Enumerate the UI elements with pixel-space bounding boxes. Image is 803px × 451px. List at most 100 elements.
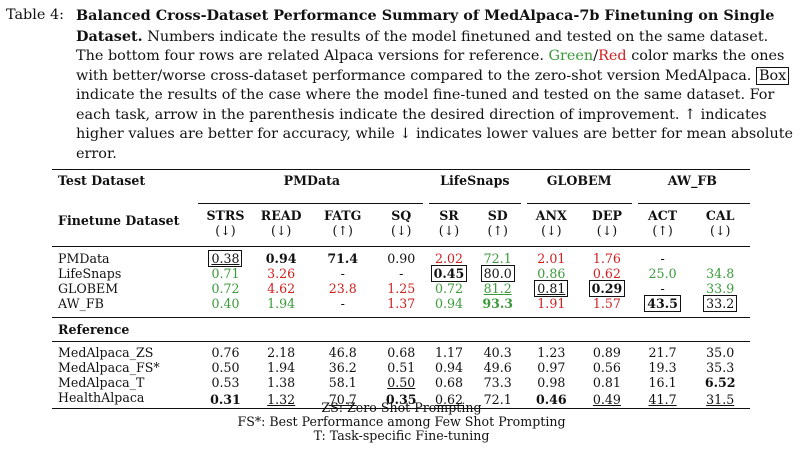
arrow-cal: (↓) xyxy=(710,223,731,238)
table-row-lifesnaps: LifeSnaps 0.71 3.26 - - 0.45 80.0 0.86 0… xyxy=(52,265,750,282)
cell: 1.94 xyxy=(267,360,296,375)
cell: 33.2 xyxy=(690,295,750,312)
table-row-pmdata: PMData 0.38 0.94 71.4 0.90 2.02 72.1 2.0… xyxy=(52,250,750,267)
cell: 0.94 xyxy=(434,296,463,311)
cell xyxy=(690,251,750,266)
cell: 0.40 xyxy=(211,296,240,311)
cell: 40.3 xyxy=(483,345,512,360)
cell: 46.8 xyxy=(328,345,357,360)
note-fs: FS*: Best Performance among Few Shot Pro… xyxy=(237,414,566,429)
cell: 0.31 xyxy=(197,390,254,409)
row-name: MedAlpaca_FS* xyxy=(58,360,160,375)
cell: - xyxy=(660,251,665,266)
cell: 33.9 xyxy=(706,281,735,296)
results-table: Test Dataset PMData LifeSnaps GLOBEM AW_… xyxy=(52,169,750,409)
cell: 0.94 xyxy=(434,360,463,375)
cell: 0.50 xyxy=(387,375,416,390)
cell: 0.45 xyxy=(426,265,472,282)
cell: 43.5 xyxy=(635,295,691,312)
cell: 1.23 xyxy=(537,345,566,360)
col-sr: SR xyxy=(439,208,459,223)
cell: 2.02 xyxy=(434,251,463,266)
arrow-row: (↓) (↓) (↑) (↓) (↓) (↑) (↓) (↓) (↑) (↓) xyxy=(52,223,750,238)
cell: 34.8 xyxy=(706,266,735,281)
arrow-sd: (↑) xyxy=(487,223,508,238)
cell: 0.97 xyxy=(537,360,566,375)
row-name: AW_FB xyxy=(58,296,104,311)
cell: 2.01 xyxy=(537,251,566,266)
group-lifesnaps: LifeSnaps xyxy=(426,169,524,188)
cell: 0.68 xyxy=(434,375,463,390)
group-header-row: Test Dataset PMData LifeSnaps GLOBEM AW_… xyxy=(52,169,750,188)
reference-header-row: Reference xyxy=(52,322,750,337)
column-header-row: Finetune Dataset STRS READ FATG SQ SR SD… xyxy=(52,204,750,228)
cell: 19.3 xyxy=(648,360,677,375)
cell: 1.91 xyxy=(537,296,566,311)
cell: 6.52 xyxy=(704,375,736,390)
cell: 0.72 xyxy=(211,281,240,296)
cell: 1.17 xyxy=(434,345,463,360)
cell: 0.62 xyxy=(426,390,472,409)
finetune-dataset-label: Finetune Dataset xyxy=(58,213,180,229)
arrow-act: (↑) xyxy=(652,223,673,238)
cell: 4.62 xyxy=(267,281,296,296)
red-word: Red xyxy=(598,48,627,64)
test-dataset-label: Test Dataset xyxy=(52,169,198,188)
table-row-medalpaca-zs: MedAlpaca_ZS 0.76 2.18 46.8 0.68 1.17 40… xyxy=(52,345,750,360)
cell: 0.35 xyxy=(376,390,427,409)
row-name: PMData xyxy=(58,251,110,266)
cell: 0.53 xyxy=(211,375,240,390)
cell: 35.3 xyxy=(706,360,735,375)
note-t: T: Task-specific Fine-tuning xyxy=(313,428,490,443)
cell: 16.1 xyxy=(648,375,677,390)
cell: 36.2 xyxy=(328,360,357,375)
col-fatg: FATG xyxy=(324,208,362,223)
arrow-dep: (↓) xyxy=(596,223,618,238)
col-anx: ANX xyxy=(535,208,567,223)
cell: 21.7 xyxy=(648,345,677,360)
col-cal: CAL xyxy=(705,208,735,223)
arrow-anx: (↓) xyxy=(541,223,562,238)
cell: 0.94 xyxy=(265,251,297,266)
cell: - xyxy=(340,296,345,311)
cell: 81.2 xyxy=(483,281,512,296)
cell: 0.68 xyxy=(387,345,416,360)
col-strs: STRS xyxy=(206,208,245,223)
table-row-healthalpaca: HealthAlpaca 0.31 1.32 70.7 0.35 0.62 72… xyxy=(52,390,750,409)
cell: 72.1 xyxy=(471,390,524,409)
group-pmdata: PMData xyxy=(197,169,427,188)
cell: 1.38 xyxy=(267,375,296,390)
col-sd: SD xyxy=(487,208,508,223)
cell: 2.18 xyxy=(267,345,296,360)
group-globem: GLOBEM xyxy=(523,169,635,188)
cell: 31.5 xyxy=(690,390,750,409)
cell: 3.26 xyxy=(267,266,296,281)
cell: 0.76 xyxy=(211,345,240,360)
cell: 58.1 xyxy=(328,375,357,390)
cell: 0.38 xyxy=(198,250,254,267)
row-name: HealthAlpaca xyxy=(52,390,198,409)
table-row-globem: GLOBEM 0.72 4.62 23.8 1.25 0.72 81.2 0.8… xyxy=(52,280,750,297)
row-name: MedAlpaca_ZS xyxy=(58,345,154,360)
row-name: GLOBEM xyxy=(58,281,119,296)
cell: 0.71 xyxy=(211,266,240,281)
cell: 71.4 xyxy=(327,251,359,266)
cell: 1.94 xyxy=(267,296,296,311)
cell: 0.29 xyxy=(579,280,635,297)
cell: 41.7 xyxy=(634,390,691,409)
cell: 0.51 xyxy=(387,360,416,375)
cell: 0.49 xyxy=(579,390,635,409)
group-awfb: AW_FB xyxy=(634,169,750,188)
table-row-medalpaca-fs: MedAlpaca_FS* 0.50 1.94 36.2 0.51 0.94 4… xyxy=(52,360,750,375)
cell: 80.0 xyxy=(472,265,524,282)
cell: - xyxy=(340,266,345,281)
cell: 0.86 xyxy=(537,266,566,281)
cell: 0.81 xyxy=(592,375,621,390)
cell: 73.3 xyxy=(483,375,512,390)
arrow-sr: (↓) xyxy=(438,223,460,238)
cell: 0.50 xyxy=(211,360,240,375)
cell: 93.3 xyxy=(482,296,514,311)
green-word: Green xyxy=(548,48,594,64)
arrow-sq: (↓) xyxy=(391,223,412,238)
col-dep: DEP xyxy=(591,208,622,223)
